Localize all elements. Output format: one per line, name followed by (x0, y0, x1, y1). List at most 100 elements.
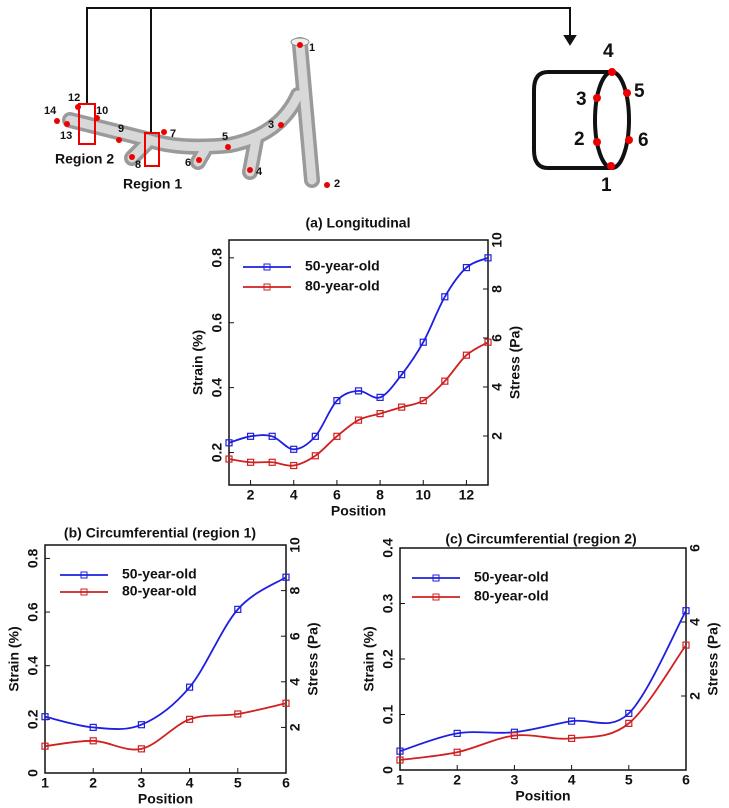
plot-frame (228, 239, 489, 486)
point-label: 12 (68, 92, 80, 104)
point-marker (625, 719, 633, 727)
y-tick-label: 0 (380, 766, 396, 774)
y-tick-label: 0.6 (25, 602, 41, 622)
region-box (144, 132, 160, 167)
point-marker (282, 699, 290, 707)
point-marker (333, 432, 341, 440)
point-marker (89, 723, 97, 732)
point-marker (682, 607, 690, 615)
legend-marker (263, 283, 271, 291)
point-marker (625, 709, 633, 717)
point-label: 3 (576, 89, 587, 110)
plot-frame (44, 544, 287, 774)
point-label: 3 (268, 119, 274, 131)
x-axis-label: Position (331, 503, 386, 519)
point-label: 4 (603, 41, 614, 62)
legend-label: 80-year-old (122, 583, 197, 599)
y2-tick-label: 8 (287, 586, 303, 594)
y-tick-label: 0.4 (25, 656, 41, 676)
y2-axis-label: Stress (Pa) (705, 622, 721, 695)
x-tick-label: 4 (290, 487, 298, 503)
point-marker (282, 573, 290, 581)
point-label: 6 (638, 130, 649, 151)
point-marker (484, 338, 492, 346)
point-marker (234, 605, 242, 613)
y-axis-label: Strain (%) (6, 626, 22, 691)
x-tick-label: 1 (41, 775, 49, 791)
y-tick-label: 0 (25, 769, 41, 777)
series-line (228, 341, 489, 467)
y2-tick-label: 2 (687, 692, 703, 700)
point-marker (268, 458, 276, 466)
x-axis-label: Position (515, 788, 570, 804)
x-tick-label: 6 (282, 775, 290, 791)
series-line (399, 644, 687, 761)
region-label: Region 1 (123, 176, 182, 192)
y-tick-label: 0.6 (209, 313, 225, 333)
point-marker (453, 729, 461, 737)
point-label: 4 (256, 166, 263, 178)
point-marker (567, 717, 576, 725)
x-tick-label: 2 (453, 772, 461, 788)
point-marker (567, 734, 576, 742)
x-tick-label: 1 (396, 772, 404, 788)
point-label: 1 (309, 42, 315, 54)
legend-marker (80, 588, 88, 596)
x-tick-label: 2 (89, 775, 97, 791)
point-marker (682, 641, 690, 649)
x-tick-label: 3 (511, 772, 519, 788)
x-tick-label: 6 (333, 487, 341, 503)
legend-marker (263, 263, 271, 271)
chart-title: (b) Circumferential (region 1) (64, 525, 256, 541)
point-label: 5 (634, 81, 645, 102)
series-line (399, 610, 687, 752)
y-tick-label: 0.8 (209, 248, 225, 268)
point-label: 6 (185, 157, 191, 169)
y-tick-label: 0.2 (209, 443, 225, 463)
legend-marker (432, 574, 440, 582)
point-marker (398, 371, 406, 379)
point-marker (441, 293, 449, 301)
legend-label: 50-year-old (122, 566, 197, 582)
point-label: 2 (574, 129, 585, 150)
y2-tick-label: 4 (287, 678, 303, 686)
point-marker (268, 432, 276, 440)
point-marker (441, 377, 449, 385)
y-tick-label: 0.1 (380, 705, 396, 725)
y-tick-label: 0.4 (380, 538, 396, 558)
point-marker (246, 458, 255, 466)
y-tick-label: 0.3 (380, 594, 396, 614)
x-tick-label: 4 (186, 775, 194, 791)
point-marker (137, 721, 145, 729)
point-marker (419, 338, 427, 346)
y2-axis-label: Stress (Pa) (507, 326, 523, 399)
point-marker (462, 263, 471, 272)
y2-tick-label: 2 (287, 723, 303, 731)
y-tick-label: 0.2 (380, 649, 396, 669)
series-line (228, 257, 489, 451)
x-tick-label: 4 (568, 772, 576, 788)
y2-tick-label: 6 (287, 632, 303, 640)
vessel-dots (54, 42, 330, 188)
y2-tick-label: 6 (687, 544, 703, 552)
x-tick-label: 12 (459, 487, 475, 503)
legend-marker (80, 571, 88, 579)
series-line (44, 702, 287, 751)
y-tick-label: 0.4 (209, 378, 225, 398)
point-label: 10 (96, 105, 108, 117)
point-marker (186, 683, 194, 691)
y2-tick-label: 6 (489, 334, 505, 342)
y2-tick-label: 4 (489, 383, 505, 391)
point-label: 13 (60, 130, 72, 142)
y2-tick-label: 10 (489, 232, 505, 248)
point-marker (41, 713, 49, 721)
x-tick-label: 5 (625, 772, 633, 788)
point-marker (137, 745, 145, 753)
y2-tick-label: 10 (287, 537, 303, 553)
point-marker (453, 748, 461, 756)
vessel (62, 37, 320, 188)
legend-marker (432, 593, 440, 601)
point-marker (41, 742, 49, 750)
point-marker (354, 416, 363, 424)
point-label: 8 (135, 159, 141, 171)
